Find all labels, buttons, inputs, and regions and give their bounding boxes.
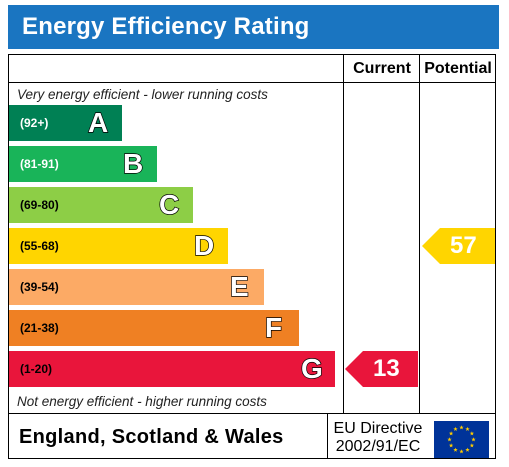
current-rating-arrow: 13 (345, 351, 418, 387)
directive-line2: 2002/91/EC (335, 438, 421, 455)
country-label: England, Scotland & Wales (19, 426, 284, 448)
footer-divider (8, 413, 496, 414)
footer-divider-left (327, 413, 328, 459)
eu-star (465, 426, 470, 431)
band-range-label: (55-68) (20, 239, 59, 253)
eu-star (453, 426, 458, 431)
title-bar: Energy Efficiency Rating (8, 5, 499, 49)
directive-line1: EU Directive (333, 420, 423, 437)
eu-star (469, 431, 475, 436)
band-range-label: (92+) (20, 116, 49, 130)
eu-star (448, 431, 454, 436)
rating-table (8, 54, 496, 459)
band-letter-label: F (264, 312, 283, 343)
band-letter-label: C (158, 189, 180, 220)
eu-star (469, 443, 475, 448)
eu-star (453, 447, 458, 452)
band-e: (39-54) E (9, 269, 264, 305)
current-rating-shape (345, 351, 418, 387)
note-efficient: Very energy efficient - lower running co… (17, 87, 268, 102)
eu-star (447, 437, 452, 442)
potential-rating-value: 57 (450, 232, 477, 259)
current-column-header: Current (353, 60, 411, 77)
band-letter-label: E (229, 271, 249, 302)
column-divider-current (343, 54, 344, 414)
eu-flag-icon (434, 421, 489, 458)
band-range-label: (69-80) (20, 198, 59, 212)
note-inefficient: Not energy efficient - higher running co… (17, 394, 267, 409)
band-f: (21-38) F (9, 310, 299, 346)
band-range-label: (1-20) (20, 362, 53, 376)
eu-star (459, 449, 464, 454)
band-range-label: (21-38) (20, 321, 59, 335)
page-title: Energy Efficiency Rating (22, 13, 310, 40)
band-a: (92+) A (9, 105, 122, 141)
eu-star (448, 443, 454, 448)
band-letter-label: B (122, 148, 144, 179)
column-divider-potential (419, 54, 420, 414)
eu-star (465, 447, 470, 452)
band-letter-label: G (300, 353, 323, 384)
potential-column-header: Potential (424, 60, 492, 77)
header-row-divider (8, 82, 496, 83)
current-rating-value: 13 (373, 355, 400, 382)
eu-star (471, 437, 476, 442)
band-range-label: (81-91) (20, 157, 59, 171)
potential-rating-arrow: 57 (422, 228, 495, 264)
band-range-label: (39-54) (20, 280, 59, 294)
band-b: (81-91) B (9, 146, 157, 182)
band-letter-label: A (87, 107, 109, 138)
band-g: (1-20) G (9, 351, 335, 387)
potential-rating-shape (422, 228, 495, 264)
band-c: (69-80) C (9, 187, 193, 223)
band-letter-label: D (193, 230, 215, 261)
eu-star (459, 425, 464, 430)
band-d: (55-68) D (9, 228, 228, 264)
